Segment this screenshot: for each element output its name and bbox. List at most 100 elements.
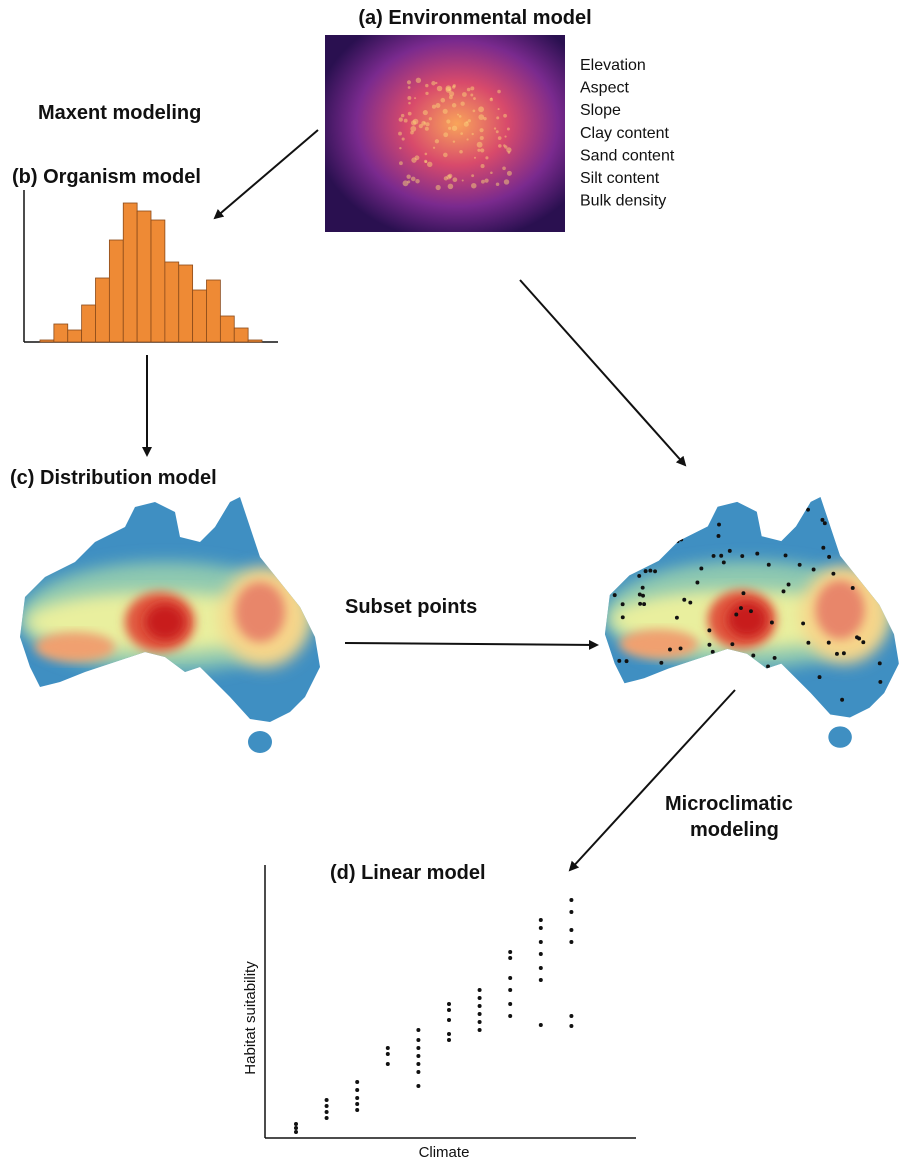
scatter-dot	[386, 1062, 390, 1066]
scatter-dot	[447, 1032, 451, 1036]
raster-speck	[410, 126, 416, 132]
sample-point	[873, 505, 877, 509]
sample-point	[749, 609, 753, 613]
raster-speck	[411, 157, 416, 162]
sample-point	[835, 652, 839, 656]
raster-speck	[452, 85, 455, 88]
histogram-bar	[234, 328, 248, 342]
sample-point	[842, 651, 846, 655]
arrow	[520, 280, 685, 465]
raster-speck	[504, 179, 509, 184]
sample-point	[679, 691, 683, 695]
raster-speck	[408, 112, 412, 116]
raster-speck	[504, 136, 506, 138]
sample-point	[855, 635, 859, 639]
sample-point	[718, 660, 722, 664]
scatter-dot	[569, 898, 573, 902]
raster-speck	[498, 144, 502, 148]
histogram-bar	[109, 240, 123, 342]
raster-speck	[496, 116, 499, 119]
raster-speck	[480, 136, 484, 140]
sample-point	[659, 661, 663, 665]
raster-speck	[478, 106, 484, 112]
raster-speck	[433, 147, 435, 149]
panel-c-title: (c) Distribution model	[10, 467, 217, 489]
sample-point	[784, 553, 788, 557]
raster-speck	[485, 156, 488, 159]
sample-point	[782, 589, 786, 593]
x-axis-label: Climate	[419, 1144, 470, 1160]
sample-point	[614, 697, 618, 701]
raster-speck	[427, 162, 432, 167]
raster-speck	[453, 177, 458, 182]
maxent-label: Maxent modeling	[38, 102, 201, 124]
raster-speck	[459, 115, 462, 118]
scatter-dot	[508, 976, 512, 980]
raster-speck	[407, 180, 410, 183]
scatter-dot	[478, 1028, 482, 1032]
raster-speck	[425, 127, 429, 131]
raster-speck	[496, 183, 500, 187]
raster-speck	[471, 174, 474, 177]
sample-point	[755, 552, 759, 556]
raster-speck	[423, 122, 425, 124]
histogram-bar	[68, 330, 82, 342]
raster-speck	[507, 171, 512, 176]
raster-speck	[435, 103, 440, 108]
sample-point	[787, 583, 791, 587]
sample-point	[621, 602, 625, 606]
raster-speck	[452, 103, 457, 108]
scatter-dot	[355, 1096, 359, 1100]
sample-point	[827, 555, 831, 559]
variable: Slope	[580, 102, 621, 119]
sample-point	[679, 646, 683, 650]
scatter-dot	[508, 956, 512, 960]
histogram-bar	[96, 278, 110, 342]
raster-speck	[443, 153, 448, 158]
histogram-bar	[220, 316, 234, 342]
sample-point	[878, 680, 882, 684]
subset-label: Subset points	[345, 596, 477, 618]
sample-point	[861, 640, 865, 644]
sample-point	[695, 581, 699, 585]
raster-speck	[432, 105, 436, 109]
scatter-dot	[416, 1054, 420, 1058]
histogram-bar	[82, 305, 96, 342]
raster-speck	[404, 119, 408, 123]
sample-point	[730, 642, 734, 646]
sample-point	[873, 564, 877, 568]
sample-point	[638, 602, 642, 606]
sample-point	[801, 621, 805, 625]
raster-speck	[473, 110, 476, 113]
raster-speck	[477, 142, 483, 148]
sample-point	[806, 508, 810, 512]
raster-speck	[398, 132, 402, 136]
variable: Aspect	[580, 80, 629, 97]
raster-speck	[410, 131, 414, 135]
raster-speck	[470, 86, 474, 90]
raster-speck	[426, 122, 430, 126]
sample-point	[618, 541, 622, 545]
scatter-dot	[539, 952, 543, 956]
scatter-dot	[539, 978, 543, 982]
sample-point	[653, 569, 657, 573]
raster-speck	[435, 139, 439, 143]
raster-speck	[460, 102, 464, 106]
scatter-dot	[416, 1038, 420, 1042]
scatter-dot	[416, 1062, 420, 1066]
scatter-dot	[508, 950, 512, 954]
histogram-bar	[151, 220, 165, 342]
scatter-dot	[539, 1023, 543, 1027]
raster-speck	[459, 150, 463, 154]
sample-point	[758, 690, 762, 694]
scatter-dot	[294, 1130, 298, 1134]
sample-point	[831, 572, 835, 576]
sample-point	[885, 527, 889, 531]
sample-point	[766, 665, 770, 669]
sample-point	[675, 616, 679, 620]
sample-point	[688, 601, 692, 605]
arrow	[345, 643, 597, 645]
raster-speck	[467, 88, 471, 92]
scatter-dot	[569, 940, 573, 944]
